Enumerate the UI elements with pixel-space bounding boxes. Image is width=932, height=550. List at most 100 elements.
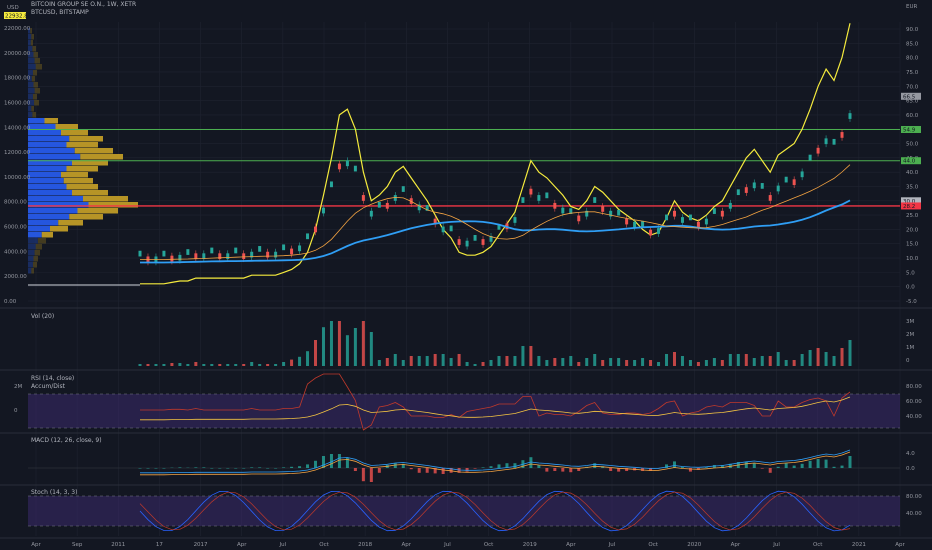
volume-bar — [792, 360, 796, 366]
stoch-d-line — [139, 491, 851, 531]
stoch-pane[interactable]: 80.00 40.00 — [28, 490, 922, 532]
candle-body — [314, 226, 318, 233]
candle-body — [457, 239, 461, 245]
candle-body — [657, 228, 661, 234]
right-axis-tick: 65.0 — [906, 99, 919, 105]
left-price-badge — [4, 12, 26, 19]
candle-body — [226, 253, 230, 260]
stoch-k-line — [139, 490, 851, 532]
macd-histogram-bar — [361, 468, 365, 482]
volume-bar — [768, 356, 772, 366]
volume-profile-bar-down — [31, 106, 34, 112]
volume-profile-bar-down — [61, 130, 88, 136]
volume-profile-bar-up — [28, 256, 34, 262]
volume-profile-bar-up — [28, 160, 72, 166]
candle-body — [162, 250, 166, 257]
volume-bar — [274, 364, 278, 366]
macd-histogram-bar — [226, 468, 230, 469]
volume-profile-bar-up — [28, 226, 50, 232]
volume-pane[interactable]: 3M 2M 1M 0 — [138, 319, 915, 366]
price-badges: 66.5 54.9 44.0 30.028.2 — [901, 92, 921, 210]
candle-body — [186, 249, 190, 255]
time-axis-label: Apr — [31, 542, 41, 548]
macd-histogram-bar — [497, 464, 501, 468]
volume-bar — [433, 354, 437, 366]
right-axis-tick: 50.0 — [906, 142, 919, 148]
macd-histogram-bar — [553, 468, 557, 471]
candle-body — [617, 209, 621, 216]
volume-bar — [776, 352, 780, 366]
volume-profile-bar-up — [28, 142, 67, 148]
volume-bar — [345, 335, 349, 366]
left-price-axis[interactable]: 22000.00 20000.00 18000.00 16000.00 14000.00… — [4, 26, 31, 305]
volume-bar — [529, 346, 533, 366]
candle-body — [688, 214, 692, 221]
time-axis-label: Oct — [319, 542, 329, 548]
macd-histogram-bar — [465, 468, 469, 472]
candle-body — [425, 205, 429, 211]
rsi-pane[interactable]: 80.00 60.00 40.00 2M 0 — [14, 373, 922, 431]
candle-body — [481, 239, 485, 245]
left-axis-tick: 14000.00 — [4, 125, 31, 131]
volume-bar — [712, 358, 716, 366]
volume-bar — [329, 321, 333, 366]
macd-histogram-bar — [545, 468, 549, 472]
price-badge — [901, 125, 921, 133]
candle-body — [393, 195, 397, 201]
macd-histogram-bar — [505, 463, 509, 468]
macd-histogram-bar — [417, 468, 421, 473]
volume-profile-bar-up — [28, 34, 32, 40]
vol-axis-tick: 0 — [906, 358, 910, 364]
macd-histogram-bar — [138, 468, 142, 469]
candle-body — [553, 202, 557, 209]
left-axis-tick: 6000.00 — [4, 225, 27, 231]
volume-bar — [633, 360, 637, 366]
macd-pane[interactable]: 4.0 0.0 — [28, 449, 915, 482]
left-axis-tick: 20000.00 — [4, 51, 31, 57]
macd-histogram-bar — [816, 459, 820, 468]
volume-profile-bar-up — [28, 208, 78, 214]
volume-profile-bar-up — [28, 106, 32, 112]
candle-body — [489, 236, 493, 242]
macd-histogram-bar — [393, 463, 397, 468]
volume-profile-bar-down — [33, 82, 38, 88]
time-axis[interactable]: Apr Sep 2011 17 2017 Apr Jul Oct 2018 Apr Jul Oct 20… — [31, 542, 905, 548]
price-badge — [901, 197, 921, 205]
volume-bar — [369, 332, 373, 366]
volume-profile-bar-up — [28, 118, 45, 124]
time-axis-label: Jul — [443, 542, 451, 548]
volume-profile-bar-up — [28, 214, 70, 220]
volume-bar — [609, 358, 613, 366]
right-axis-tick: 70.0 — [906, 84, 919, 90]
volume-bar — [649, 360, 653, 366]
volume-profile-bar-down — [33, 52, 38, 58]
macd-histogram-bar — [234, 468, 238, 469]
volume-profile-bar-down — [77, 208, 118, 214]
volume-profile-bar-up — [28, 250, 35, 256]
macd-histogram-bar — [672, 461, 676, 468]
candle-body — [672, 210, 676, 217]
volume-bar — [361, 321, 365, 366]
macd-histogram-bar — [776, 466, 780, 468]
accum-axis-tick: 0 — [14, 408, 18, 414]
macd-histogram-bar — [593, 463, 597, 468]
volume-bar — [585, 358, 589, 366]
candle-body — [633, 221, 637, 228]
left-axis-tick: 2000.00 — [4, 274, 27, 280]
chart-subtitle: BTCUSD, BITSTAMP — [31, 9, 89, 16]
volume-bar — [178, 363, 182, 366]
volume-bar — [688, 360, 692, 366]
macd-histogram-bar — [529, 457, 533, 468]
volume-bar — [800, 354, 804, 366]
macd-histogram-bar — [768, 468, 772, 473]
macd-histogram-bar — [840, 465, 844, 468]
volume-bar — [138, 364, 142, 366]
volume-bar — [832, 356, 836, 366]
volume-profile-bar-up — [28, 46, 33, 52]
main-price-pane[interactable] — [28, 23, 900, 286]
candle-body — [800, 171, 804, 178]
volume-bar — [521, 346, 525, 366]
volume-profile-bar-up — [28, 82, 34, 88]
volume-profile-bar-up — [28, 100, 35, 106]
